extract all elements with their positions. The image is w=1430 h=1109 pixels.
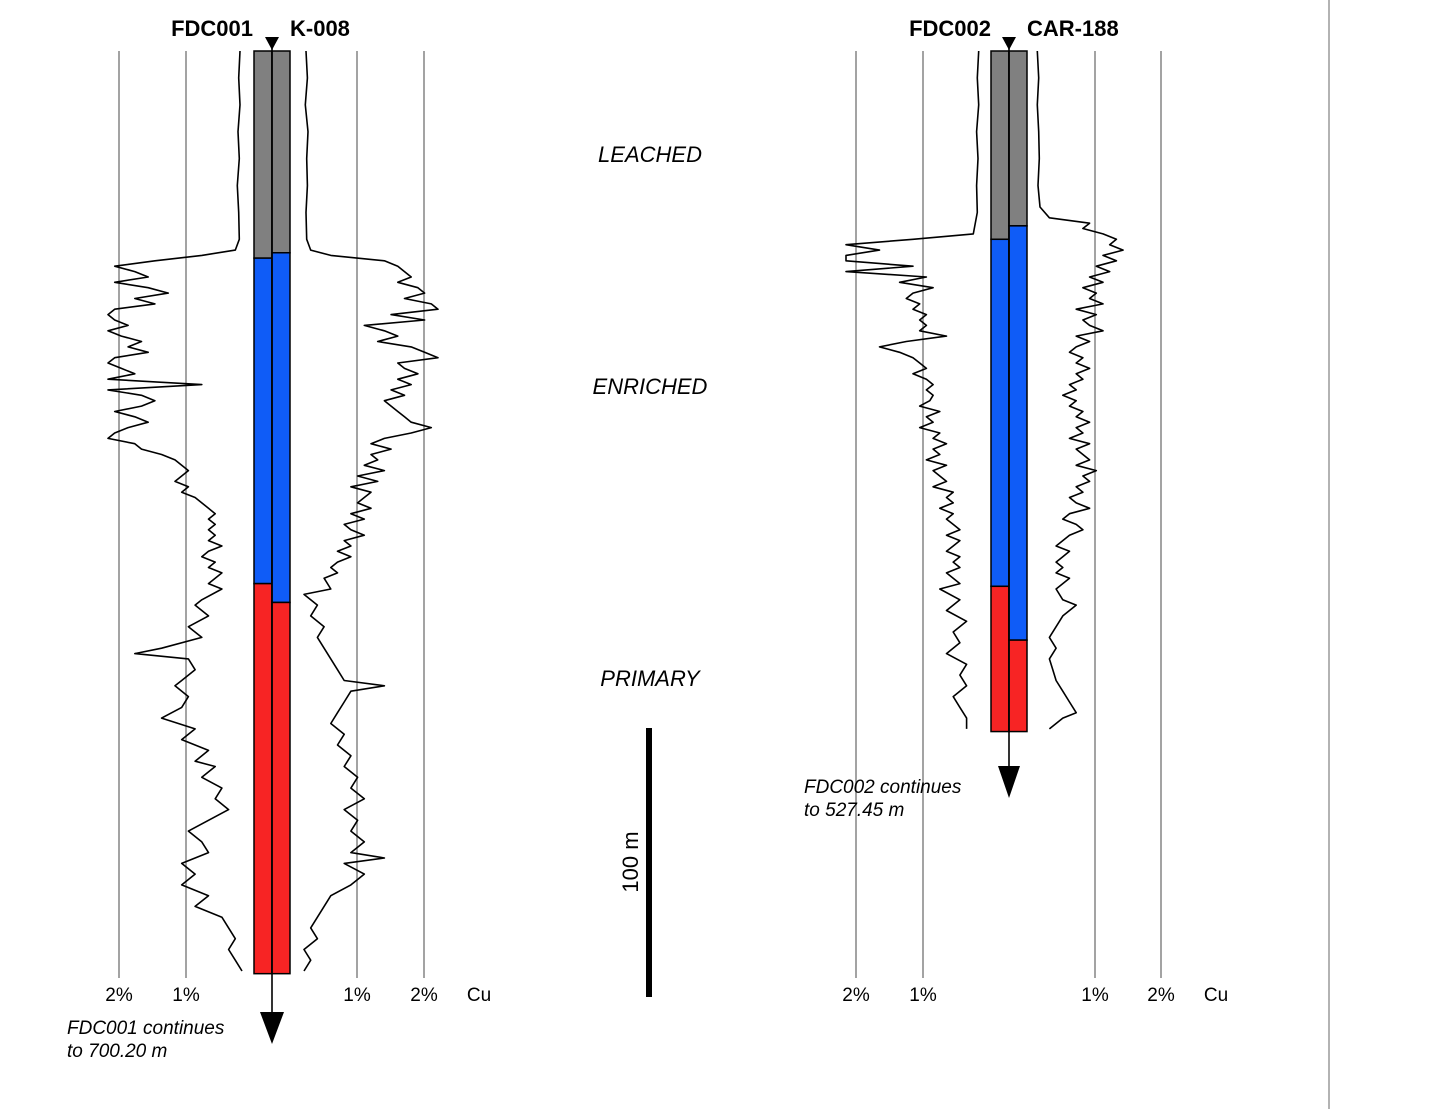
fdc002-zone-column (991, 51, 1009, 732)
hole-label-fdc001: FDC001 (171, 16, 253, 41)
zone-interval-primary (272, 602, 290, 973)
k008-zone-column (272, 51, 290, 974)
fdc002-continuation-depth: to 527.45 m (804, 800, 904, 821)
hole-label-k008: K-008 (290, 16, 350, 41)
axis-tick-label: 2% (410, 985, 438, 1006)
axis-tick-label: 2% (1147, 985, 1175, 1006)
fdc001-continuation-note: FDC001 continues (67, 1018, 225, 1039)
fdc001-continuation-depth: to 700.20 m (67, 1041, 167, 1062)
zone-interval-enriched (272, 253, 290, 603)
axis-unit-label: Cu (467, 985, 491, 1006)
car188-zone-column (1009, 51, 1027, 732)
hole-label-car188: CAR-188 (1027, 16, 1119, 41)
scale-bar-label: 100 m (618, 831, 643, 892)
zone-interval-leached (1009, 51, 1027, 226)
axis-tick-label: 1% (172, 985, 200, 1006)
zone-interval-primary (991, 586, 1009, 731)
fdc001-zone-column (254, 51, 272, 974)
drill-hole-section-diagram: FDC001 K-008 2% 1% 1% 2% Cu FDC001 conti… (0, 0, 1430, 1109)
zone-label-primary: PRIMARY (600, 666, 701, 691)
zone-interval-enriched (1009, 226, 1027, 640)
axis-tick-label: 1% (909, 985, 937, 1006)
axis-tick-label: 1% (343, 985, 371, 1006)
zone-interval-leached (254, 51, 272, 258)
zone-label-leached: LEACHED (598, 142, 702, 167)
zone-interval-primary (1009, 640, 1027, 731)
axis-tick-label: 2% (105, 985, 133, 1006)
fdc002-continuation-note: FDC002 continues (804, 777, 962, 798)
zone-label-enriched: ENRICHED (593, 374, 708, 399)
zone-interval-leached (991, 51, 1009, 239)
zone-interval-leached (272, 51, 290, 253)
zone-interval-enriched (254, 258, 272, 583)
zone-interval-enriched (991, 239, 1009, 586)
axis-tick-label: 2% (842, 985, 870, 1006)
axis-unit-label: Cu (1204, 985, 1228, 1006)
zone-interval-primary (254, 584, 272, 974)
hole-label-fdc002: FDC002 (909, 16, 991, 41)
axis-tick-label: 1% (1081, 985, 1109, 1006)
